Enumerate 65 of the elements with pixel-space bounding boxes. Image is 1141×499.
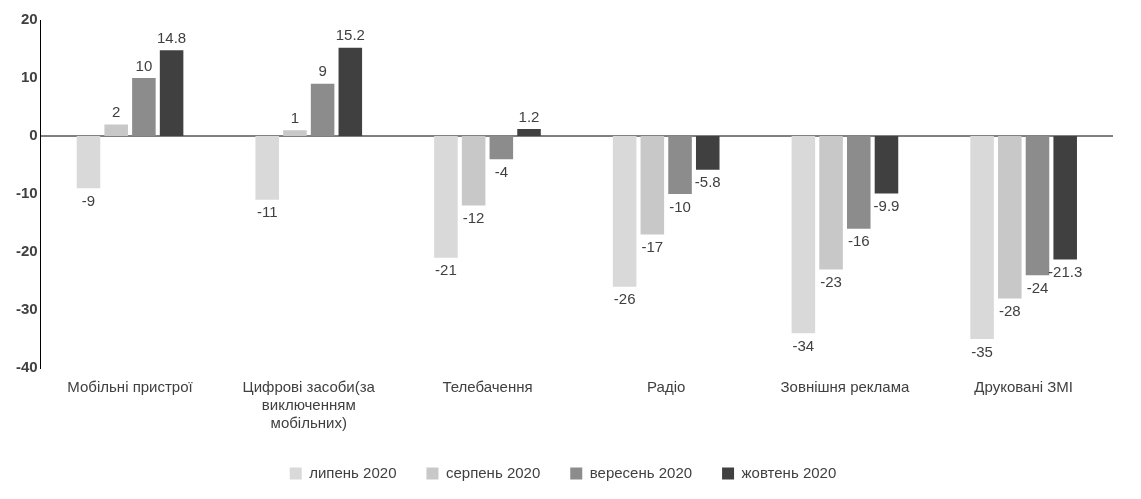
data-label: -4 [494, 162, 508, 180]
bar [132, 78, 156, 136]
x-tick-label: Телебачення [442, 378, 533, 396]
data-label: -34 [792, 336, 815, 354]
data-label: -10 [669, 197, 691, 215]
bar [874, 136, 899, 194]
data-label: -5.8 [694, 173, 721, 191]
data-label: -28 [998, 302, 1021, 320]
legend-label: вересень 2020 [589, 463, 693, 481]
bar [998, 136, 1022, 299]
data-label: -12 [462, 209, 485, 227]
data-label: -9.9 [873, 197, 900, 215]
bar [970, 136, 994, 339]
y-tick-label: -30 [15, 300, 38, 318]
data-label: -16 [847, 232, 870, 250]
bar [612, 136, 637, 287]
data-label: -23 [820, 273, 842, 291]
data-label: -17 [641, 238, 664, 256]
bar [434, 136, 458, 258]
bar [847, 136, 871, 229]
y-tick-label: -40 [15, 358, 38, 376]
data-label: 1 [290, 108, 300, 126]
data-label: 2 [112, 103, 121, 121]
y-tick-label: -20 [15, 242, 38, 260]
bar [668, 136, 692, 194]
bar [76, 136, 101, 189]
bar [489, 136, 514, 160]
x-tick-label: Друковані ЗМІ [974, 378, 1073, 396]
legend-label: жовтень 2020 [741, 463, 837, 481]
bar [104, 124, 128, 136]
y-tick-label: 0 [29, 126, 38, 144]
data-label: 14.8 [156, 28, 187, 46]
data-label: -9 [81, 191, 96, 209]
data-label: -24 [1026, 278, 1049, 296]
bar [461, 136, 486, 206]
data-label: 10 [135, 56, 153, 74]
data-label: 1.2 [518, 107, 540, 125]
x-tick-label: Зовнішня реклама [780, 378, 910, 396]
y-tick-label: -10 [15, 184, 38, 202]
bar [791, 136, 816, 334]
data-label: -35 [971, 342, 993, 360]
y-tick-label: 20 [20, 10, 38, 28]
bar [819, 136, 843, 270]
x-tick-label: Мобільні пристрої [67, 378, 194, 396]
bar [517, 129, 541, 136]
bar [159, 50, 184, 136]
x-tick-label: Цифрові засоби(за виключенням мобільних) [242, 378, 376, 432]
bar [338, 47, 363, 136]
data-label: -21 [435, 261, 457, 279]
legend-label: липень 2020 [309, 463, 397, 481]
data-label: -11 [256, 203, 278, 221]
bar [695, 136, 720, 170]
data-label: -21.3 [1048, 263, 1083, 281]
x-tick-label: Радіо [647, 378, 686, 396]
legend-label: серпень 2020 [445, 463, 541, 481]
data-label: 9 [318, 62, 327, 80]
data-label: -26 [613, 290, 636, 308]
bar [1025, 136, 1050, 276]
bar [1053, 136, 1077, 260]
bar [640, 136, 665, 235]
data-label: 15.2 [335, 26, 365, 44]
bar [283, 130, 307, 136]
bar [255, 136, 279, 200]
y-tick-label: 10 [20, 68, 38, 86]
bar [310, 83, 335, 136]
